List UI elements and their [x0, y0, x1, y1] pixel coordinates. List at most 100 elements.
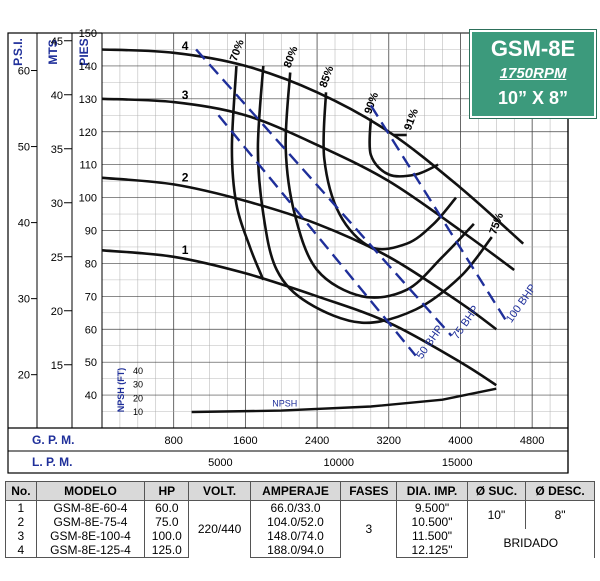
bhp-line: [217, 114, 417, 357]
cell-no: 2: [5, 515, 37, 529]
cell-amperaje: 148.0/74.0: [249, 529, 342, 543]
cell-amperaje: 66.0/33.0: [249, 500, 342, 515]
pies-tick-label: 150: [79, 28, 97, 40]
gpm-tick-label: 2400: [305, 435, 329, 447]
npsh-axis-label: NPSH (FT): [116, 368, 126, 413]
psi-tick-label: 40: [18, 218, 30, 230]
pies-tick-label: 70: [85, 291, 97, 303]
col-no: No.: [5, 481, 37, 501]
npsh-tick-label: 10: [133, 407, 143, 417]
npsh-tick-label: 40: [133, 366, 143, 376]
gpm-tick-label: 4000: [448, 435, 472, 447]
cell-amperaje: 188.0/94.0: [249, 543, 342, 558]
head-curve-1: [101, 249, 497, 387]
npsh-curve: [191, 387, 497, 414]
head-curve-label: 1: [182, 243, 189, 257]
table-row: 4 GSM-8E-125-4 125.0 188.0/94.0 12.125": [5, 543, 595, 558]
model-header-box: GSM-8E 1750RPM 10” X 8”: [469, 29, 597, 119]
spec-table: No. MODELO HP VOLT. AMPERAJE FASES DIA. …: [5, 481, 596, 558]
head-curve-label: 4: [182, 39, 189, 53]
cell-desc: 8": [525, 500, 595, 529]
col-fases: FASES: [340, 481, 398, 501]
model-rpm: 1750RPM: [499, 65, 567, 82]
x-axis-label-lpm: L. P. M.: [32, 455, 72, 469]
pies-tick-label: 90: [85, 226, 97, 238]
head-curve-2: [101, 176, 498, 331]
table-row: 1 GSM-8E-60-4 60.0 220/440 66.0/33.0 3 9…: [5, 500, 595, 558]
bhp-line: [369, 104, 507, 321]
pump-curve-chart: P.S.I. MTS PIES405060708090100110120130140…: [7, 28, 569, 474]
cell-hp: 100.0: [144, 529, 190, 543]
cell-volt: 220/440: [188, 500, 251, 558]
y-axis-label-psi: P.S.I.: [11, 38, 25, 66]
pies-tick-label: 50: [85, 357, 97, 369]
cell-hp: 60.0: [144, 500, 190, 515]
col-amperaje: AMPERAJE: [249, 481, 342, 501]
efficiency-curve: [322, 92, 457, 251]
npsh-tick-label: 20: [133, 393, 143, 403]
model-name: GSM-8E: [490, 36, 576, 61]
gpm-tick-label: 4800: [520, 435, 544, 447]
cell-dia-imp: 12.125": [396, 543, 468, 558]
cell-hp: 125.0: [144, 543, 190, 558]
pies-tick-label: 100: [79, 193, 97, 205]
table-row: 2 GSM-8E-75-4 75.0 104.0/52.0 10.500": [5, 515, 595, 529]
head-curve-label: 2: [182, 170, 189, 184]
efficiency-label: 91%: [402, 107, 421, 132]
col-dia-imp: DIA. IMP.: [396, 481, 468, 501]
cell-suc: 10": [466, 500, 527, 529]
efficiency-curve: [368, 118, 439, 178]
mts-tick-label: 40: [51, 90, 63, 102]
pies-tick-label: 140: [79, 61, 97, 73]
mts-tick-label: 20: [51, 306, 63, 318]
gpm-tick-label: 3200: [377, 435, 401, 447]
col-hp: HP: [144, 481, 190, 501]
col-desc: Ø DESC.: [525, 481, 595, 501]
head-curve-label: 3: [182, 88, 189, 102]
cell-no: 1: [5, 500, 37, 515]
efficiency-label: 90%: [362, 91, 381, 116]
mts-tick-label: 25: [51, 252, 63, 264]
spec-table-header-row: No. MODELO HP VOLT. AMPERAJE FASES DIA. …: [5, 481, 595, 501]
pies-tick-label: 40: [85, 390, 97, 402]
gpm-tick-label: 1600: [233, 435, 257, 447]
cell-no: 3: [5, 529, 37, 543]
npsh-curve-label: NPSH: [272, 399, 297, 409]
lpm-tick-label: 15000: [442, 457, 473, 469]
cell-dia-imp: 11.500": [396, 529, 468, 543]
psi-tick-label: 30: [18, 294, 30, 306]
psi-tick-label: 60: [18, 66, 30, 78]
cell-amperaje: 104.0/52.0: [249, 515, 342, 529]
col-volt: VOLT.: [188, 481, 251, 501]
efficiency-label: 85%: [318, 64, 337, 89]
cell-modelo: GSM-8E-100-4: [35, 529, 146, 543]
x-axis-label-gpm: G. P. M.: [32, 433, 74, 447]
mts-tick-label: 45: [51, 36, 63, 48]
psi-tick-label: 50: [18, 142, 30, 154]
col-suc: Ø SUC.: [466, 481, 527, 501]
pies-tick-label: 110: [79, 160, 97, 172]
gpm-tick-label: 800: [165, 435, 183, 447]
psi-tick-label: 20: [18, 370, 30, 382]
table-row: 3 GSM-8E-100-4 100.0 148.0/74.0 11.500" …: [5, 529, 596, 558]
cell-conexion: BRIDADO: [466, 529, 596, 558]
lpm-tick-label: 5000: [208, 457, 232, 469]
y-axis-label-mts: MTS: [46, 39, 60, 64]
efficiency-curve: [230, 65, 265, 281]
y-axis-label-pies: PIES: [77, 38, 91, 65]
mts-tick-label: 15: [51, 360, 63, 372]
pies-tick-label: 130: [79, 94, 97, 106]
cell-dia-imp: 9.500": [396, 500, 468, 515]
head-curve-4: [101, 48, 525, 245]
model-size: 10” X 8”: [497, 88, 569, 108]
pies-tick-label: 120: [79, 127, 97, 139]
col-modelo: MODELO: [35, 481, 146, 501]
cell-modelo: GSM-8E-60-4: [35, 500, 146, 515]
cell-modelo: GSM-8E-125-4: [35, 543, 146, 558]
bhp-line: [195, 48, 453, 337]
efficiency-curve: [256, 65, 493, 325]
cell-fases: 3: [340, 500, 398, 558]
pies-tick-label: 80: [85, 258, 97, 270]
cell-modelo: GSM-8E-75-4: [35, 515, 146, 529]
cell-no: 4: [5, 543, 37, 558]
